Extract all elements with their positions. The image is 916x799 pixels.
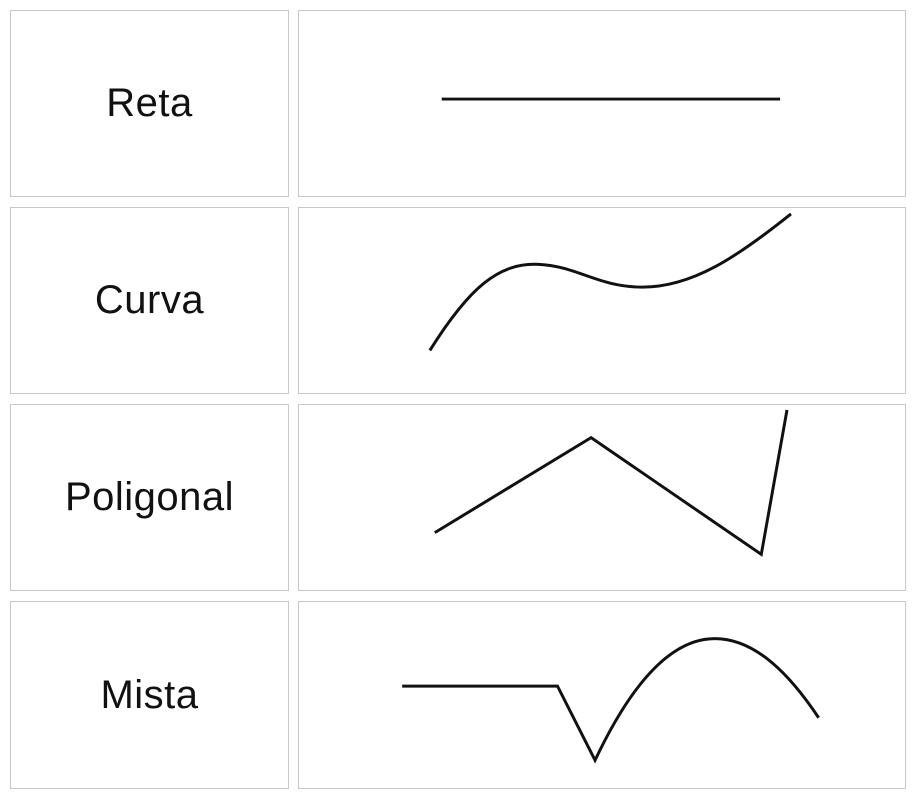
label-cell-poligonal: Poligonal <box>10 404 289 591</box>
curved-line-drawing <box>428 212 792 352</box>
mixed-line-drawing <box>402 637 820 764</box>
drawing-cell-poligonal <box>298 404 906 591</box>
drawing-cell-reta <box>298 10 906 197</box>
polygonal-line-drawing <box>434 409 789 557</box>
label-mista: Mista <box>100 672 199 717</box>
drawing-cell-curva <box>298 207 906 394</box>
mixed-line <box>402 637 820 764</box>
label-cell-mista: Mista <box>10 601 289 789</box>
label-cell-reta: Reta <box>10 10 289 197</box>
label-curva: Curva <box>94 278 205 322</box>
label-poligonal: Poligonal <box>64 475 235 519</box>
drawing-cell-mista <box>298 601 906 789</box>
polygonal-line <box>434 409 789 557</box>
straight-line-drawing <box>441 97 781 101</box>
label-cell-curva: Curva <box>10 207 289 394</box>
label-reta: Reta <box>106 81 193 125</box>
curved-line <box>428 212 792 352</box>
